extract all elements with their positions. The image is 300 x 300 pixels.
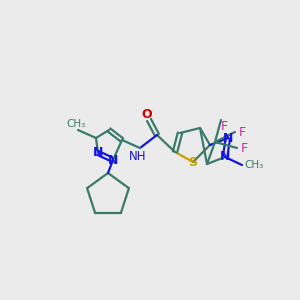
- Text: F: F: [220, 121, 228, 134]
- Text: N: N: [220, 151, 230, 164]
- Text: O: O: [142, 107, 152, 121]
- Text: F: F: [240, 142, 247, 154]
- Text: S: S: [188, 155, 197, 169]
- Text: CH₃: CH₃: [244, 160, 263, 170]
- Text: N: N: [108, 154, 118, 166]
- Text: CH₃: CH₃: [66, 119, 85, 129]
- Text: N: N: [223, 131, 233, 145]
- Text: N: N: [93, 146, 103, 160]
- Text: NH: NH: [129, 149, 147, 163]
- Text: F: F: [238, 125, 246, 139]
